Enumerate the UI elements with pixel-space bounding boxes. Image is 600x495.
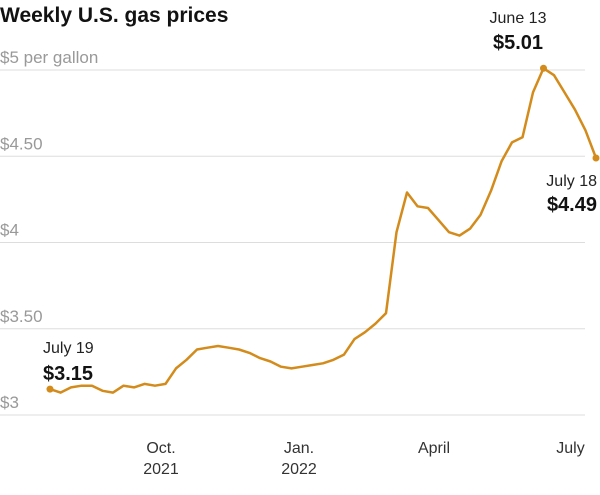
annotation-date: July 19 [43, 340, 94, 357]
annotation-date: July 18 [546, 173, 597, 190]
x-tick-label: Oct. 2021 [143, 440, 179, 478]
y-tick-label: $3.50 [0, 307, 43, 326]
endpoint-dot [540, 64, 547, 72]
x-tick-label: April [417, 440, 450, 457]
y-tick-label: $5 per gallon [0, 48, 98, 67]
y-tick-label: $4 [0, 221, 19, 240]
y-tick-label: $3 [0, 393, 19, 412]
endpoint-dot [46, 385, 54, 393]
annotation-value: $5.01 [493, 32, 543, 54]
annotation-value: $4.49 [547, 194, 597, 216]
x-tick-label: July [556, 440, 585, 457]
x-tick-label: Jan. 2022 [281, 440, 317, 478]
annotation-value: $3.15 [43, 363, 93, 385]
chart-title: Weekly U.S. gas prices [0, 4, 228, 27]
annotation-date: June 13 [490, 10, 547, 27]
price-line [49, 67, 598, 394]
y-tick-label: $4.50 [0, 134, 43, 153]
endpoint-dot [592, 154, 600, 162]
